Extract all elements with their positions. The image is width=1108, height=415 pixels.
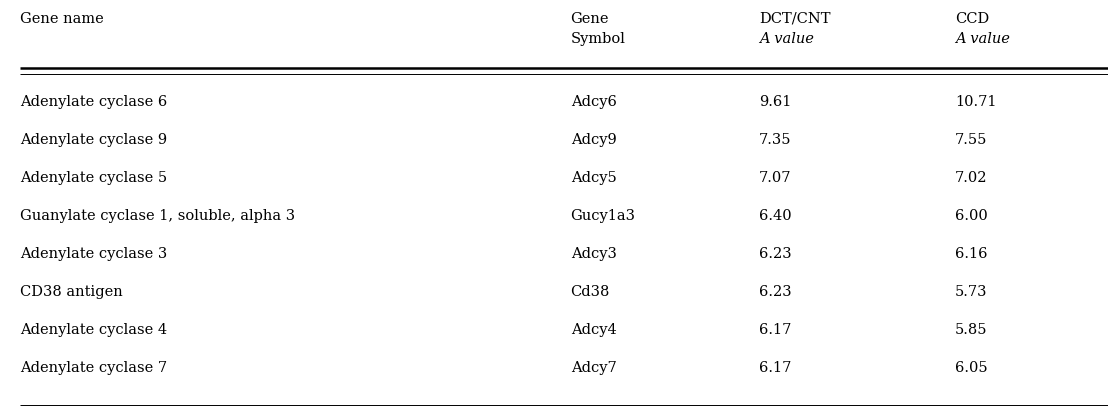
Text: Adcy4: Adcy4 xyxy=(571,323,616,337)
Text: 7.35: 7.35 xyxy=(759,133,791,147)
Text: Adenylate cyclase 4: Adenylate cyclase 4 xyxy=(20,323,167,337)
Text: 6.40: 6.40 xyxy=(759,209,791,223)
Text: Gucy1a3: Gucy1a3 xyxy=(571,209,636,223)
Text: 7.02: 7.02 xyxy=(955,171,987,185)
Text: Adenylate cyclase 5: Adenylate cyclase 5 xyxy=(20,171,167,185)
Text: Cd38: Cd38 xyxy=(571,285,611,299)
Text: Adcy9: Adcy9 xyxy=(571,133,616,147)
Text: Adenylate cyclase 7: Adenylate cyclase 7 xyxy=(20,361,167,375)
Text: A value: A value xyxy=(759,32,814,46)
Text: Adcy7: Adcy7 xyxy=(571,361,616,375)
Text: 6.17: 6.17 xyxy=(759,323,791,337)
Text: Adenylate cyclase 6: Adenylate cyclase 6 xyxy=(20,95,167,109)
Text: 7.55: 7.55 xyxy=(955,133,987,147)
Text: Symbol: Symbol xyxy=(571,32,626,46)
Text: Adcy6: Adcy6 xyxy=(571,95,616,109)
Text: Gene: Gene xyxy=(571,12,609,26)
Text: Adenylate cyclase 3: Adenylate cyclase 3 xyxy=(20,247,167,261)
Text: CD38 antigen: CD38 antigen xyxy=(20,285,123,299)
Text: Guanylate cyclase 1, soluble, alpha 3: Guanylate cyclase 1, soluble, alpha 3 xyxy=(20,209,295,223)
Text: DCT/CNT: DCT/CNT xyxy=(759,12,831,26)
Text: 7.07: 7.07 xyxy=(759,171,791,185)
Text: 10.71: 10.71 xyxy=(955,95,996,109)
Text: 9.61: 9.61 xyxy=(759,95,791,109)
Text: 5.85: 5.85 xyxy=(955,323,987,337)
Text: 6.17: 6.17 xyxy=(759,361,791,375)
Text: 5.73: 5.73 xyxy=(955,285,987,299)
Text: 6.16: 6.16 xyxy=(955,247,987,261)
Text: Gene name: Gene name xyxy=(20,12,104,26)
Text: A value: A value xyxy=(955,32,1010,46)
Text: Adenylate cyclase 9: Adenylate cyclase 9 xyxy=(20,133,167,147)
Text: Adcy5: Adcy5 xyxy=(571,171,616,185)
Text: 6.23: 6.23 xyxy=(759,247,791,261)
Text: CCD: CCD xyxy=(955,12,989,26)
Text: 6.05: 6.05 xyxy=(955,361,987,375)
Text: Adcy3: Adcy3 xyxy=(571,247,616,261)
Text: 6.00: 6.00 xyxy=(955,209,988,223)
Text: 6.23: 6.23 xyxy=(759,285,791,299)
